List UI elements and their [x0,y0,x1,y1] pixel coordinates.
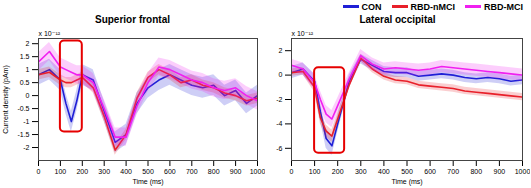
svg-text:500: 500 [401,168,413,175]
svg-text:200: 200 [332,168,344,175]
svg-text:-1: -1 [23,118,29,125]
svg-text:200: 200 [76,168,88,175]
svg-text:2: 2 [26,40,30,47]
svg-text:1000: 1000 [250,168,265,175]
svg-text:-6: -6 [276,145,282,152]
svg-text:x 10⁻¹²: x 10⁻¹² [292,30,314,37]
svg-text:-0.5: -0.5 [17,105,29,112]
svg-text:-4: -4 [276,120,282,127]
svg-text:0: 0 [26,92,30,99]
svg-text:600: 600 [164,168,176,175]
html-text:Lateral occipital: Lateral occipital [359,14,436,25]
svg-text:-2: -2 [23,144,29,151]
svg-text:700: 700 [447,168,459,175]
svg-text:2: 2 [279,47,283,54]
svg-text:0.5: 0.5 [20,79,30,86]
svg-text:-1.5: -1.5 [17,131,29,138]
svg-text:Time (ms): Time (ms) [132,178,163,186]
html-text:RBD-MCI: RBD-MCI [484,1,523,12]
svg-text:700: 700 [186,168,198,175]
svg-text:100: 100 [55,168,67,175]
svg-text:400: 400 [120,168,132,175]
svg-text:1: 1 [26,66,30,73]
svg-text:x 10⁻¹²: x 10⁻¹² [39,30,61,37]
svg-text:600: 600 [424,168,436,175]
svg-text:Current density (pAm): Current density (pAm) [2,65,10,133]
svg-text:1000: 1000 [515,168,530,175]
svg-text:300: 300 [355,168,367,175]
svg-text:400: 400 [378,168,390,175]
html-text:Superior frontal: Superior frontal [95,14,170,25]
svg-text:800: 800 [208,168,220,175]
svg-text:800: 800 [470,168,482,175]
svg-text:0: 0 [37,168,41,175]
svg-text:0: 0 [279,71,283,78]
svg-text:300: 300 [98,168,110,175]
html-text:CON: CON [361,1,382,12]
svg-text:-2: -2 [276,96,282,103]
svg-text:900: 900 [230,168,242,175]
svg-text:1.5: 1.5 [20,53,30,60]
html-text:RBD-nMCI: RBD-nMCI [410,1,455,12]
svg-text:900: 900 [494,168,506,175]
svg-text:100: 100 [309,168,321,175]
svg-text:500: 500 [142,168,154,175]
svg-text:Time (ms): Time (ms) [391,178,422,186]
svg-text:0: 0 [290,168,294,175]
